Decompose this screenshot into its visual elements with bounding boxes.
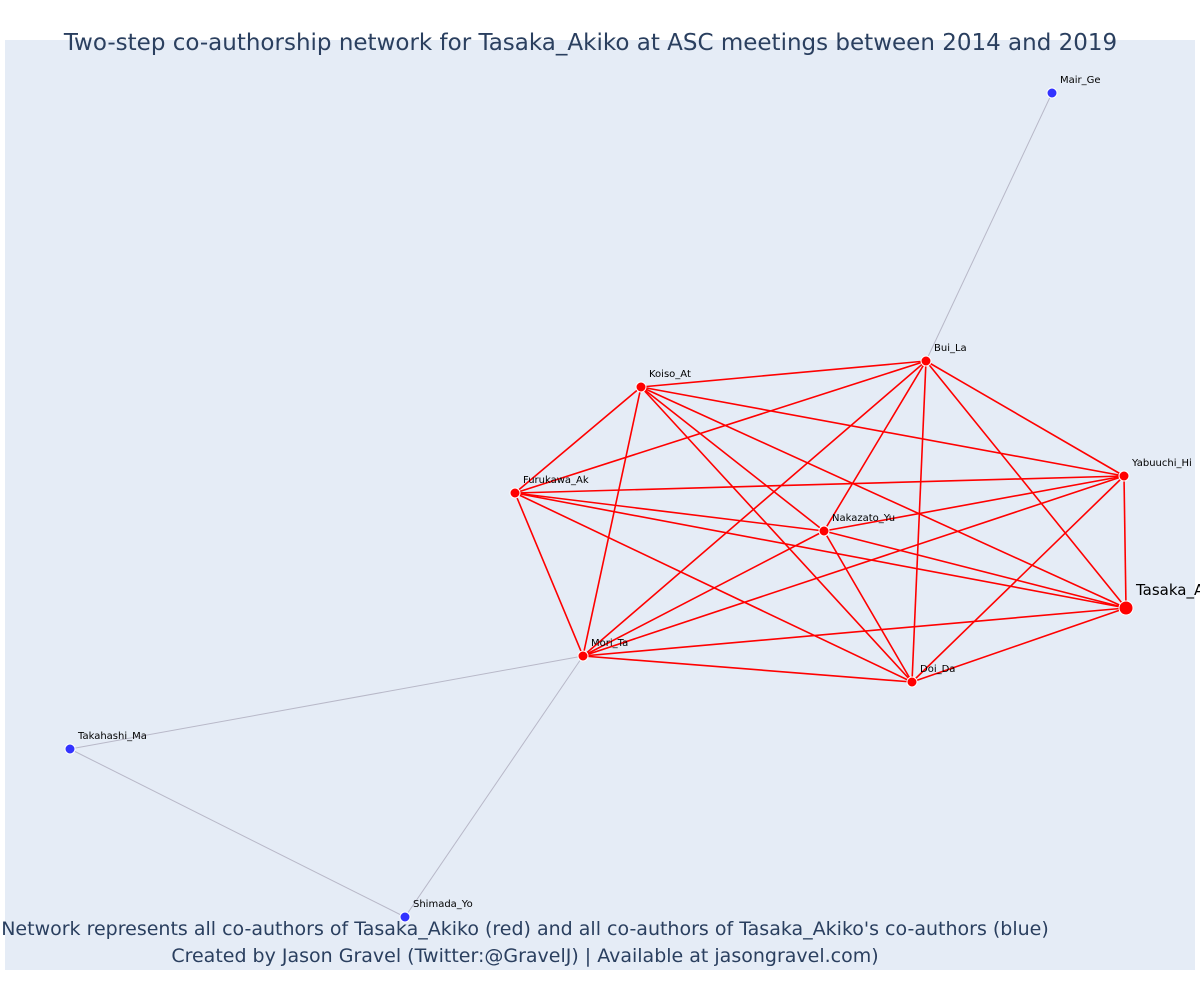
- edge-Tasaka_Akiko-Mori_Ta: [582, 607, 1127, 657]
- chart-title: Two-step co-authorship network for Tasak…: [63, 30, 1118, 56]
- caption-line-2: Created by Jason Gravel (Twitter:@Gravel…: [171, 945, 879, 967]
- edge-Koiso_At-Doi_Da: [640, 386, 913, 683]
- node-label-Bui_La: Bui_La: [934, 343, 967, 354]
- node-Tasaka_Akiko[interactable]: [1118, 600, 1134, 616]
- edge-Tasaka_Akiko-Nakazato_Yu: [823, 530, 1127, 609]
- edge-Yabuuchi_Hi-Nakazato_Yu: [823, 475, 1125, 532]
- node-label-Takahashi_Ma: Takahashi_Ma: [77, 731, 147, 742]
- edge-Koiso_At-Furukawa_Ak: [514, 386, 642, 494]
- node-label-Yabuuchi_Hi: Yabuuchi_Hi: [1131, 458, 1192, 469]
- edge-Takahashi_Ma-Shimada_Yo: [69, 748, 406, 918]
- edge-Bui_La-Doi_Da: [911, 360, 927, 683]
- edge-Tasaka_Akiko-Bui_La: [925, 360, 1127, 609]
- node-Doi_Da[interactable]: [906, 676, 918, 688]
- edge-Nakazato_Yu-Doi_Da: [823, 530, 913, 683]
- node-layer: [64, 87, 1134, 923]
- node-Mori_Ta[interactable]: [577, 650, 589, 662]
- node-Furukawa_Ak[interactable]: [509, 487, 521, 499]
- edge-Mori_Ta-Takahashi_Ma: [69, 655, 584, 750]
- edge-Mori_Ta-Shimada_Yo: [404, 655, 584, 918]
- edge-Bui_La-Nakazato_Yu: [823, 360, 927, 532]
- node-label-Mair_Ge: Mair_Ge: [1060, 75, 1101, 86]
- node-Takahashi_Ma[interactable]: [64, 743, 76, 755]
- node-Koiso_At[interactable]: [635, 381, 647, 393]
- edge-Koiso_At-Yabuuchi_Hi: [640, 386, 1125, 477]
- edge-Tasaka_Akiko-Furukawa_Ak: [514, 492, 1127, 609]
- edge-Tasaka_Akiko-Yabuuchi_Hi: [1123, 475, 1127, 609]
- edge-Tasaka_Akiko-Doi_Da: [911, 607, 1127, 683]
- edge-layer: [69, 92, 1127, 918]
- edge-Koiso_At-Nakazato_Yu: [640, 386, 825, 532]
- edge-Furukawa_Ak-Mori_Ta: [514, 492, 584, 657]
- edge-Furukawa_Ak-Nakazato_Yu: [514, 492, 825, 532]
- node-label-Furukawa_Ak: Furukawa_Ak: [523, 475, 589, 486]
- label-layer: Tasaka_Akiko Bui_La Koiso_At Furukawa_Ak Yab…: [77, 75, 1200, 910]
- node-label-Shimada_Yo: Shimada_Yo: [413, 899, 473, 910]
- edge-Mori_Ta-Doi_Da: [582, 655, 913, 683]
- node-label-Tasaka_Akiko: Tasaka_Akiko: [1135, 581, 1200, 600]
- edge-Koiso_At-Mori_Ta: [582, 386, 642, 657]
- node-label-Doi_Da: Doi_Da: [920, 664, 955, 675]
- node-Yabuuchi_Hi[interactable]: [1118, 470, 1130, 482]
- edge-Bui_La-Mori_Ta: [582, 360, 927, 657]
- node-label-Koiso_At: Koiso_At: [649, 369, 691, 380]
- edge-Bui_La-Mair_Ge: [925, 92, 1053, 362]
- edge-Yabuuchi_Hi-Doi_Da: [911, 475, 1125, 683]
- node-label-Mori_Ta: Mori_Ta: [591, 638, 628, 649]
- edge-Furukawa_Ak-Yabuuchi_Hi: [514, 475, 1125, 494]
- edge-Nakazato_Yu-Mori_Ta: [582, 530, 825, 657]
- node-Shimada_Yo[interactable]: [399, 911, 411, 923]
- node-label-Nakazato_Yu: Nakazato_Yu: [832, 513, 895, 524]
- caption-line-1: Network represents all co-authors of Tas…: [1, 918, 1049, 940]
- edge-Yabuuchi_Hi-Mori_Ta: [582, 475, 1125, 657]
- edge-Bui_La-Koiso_At: [640, 360, 927, 388]
- edge-Bui_La-Furukawa_Ak: [514, 360, 927, 494]
- node-Mair_Ge[interactable]: [1046, 87, 1058, 99]
- node-Bui_La[interactable]: [920, 355, 932, 367]
- edge-Tasaka_Akiko-Koiso_At: [640, 386, 1127, 609]
- edge-Bui_La-Yabuuchi_Hi: [925, 360, 1125, 477]
- plot-background: [5, 40, 1195, 970]
- node-Nakazato_Yu[interactable]: [818, 525, 830, 537]
